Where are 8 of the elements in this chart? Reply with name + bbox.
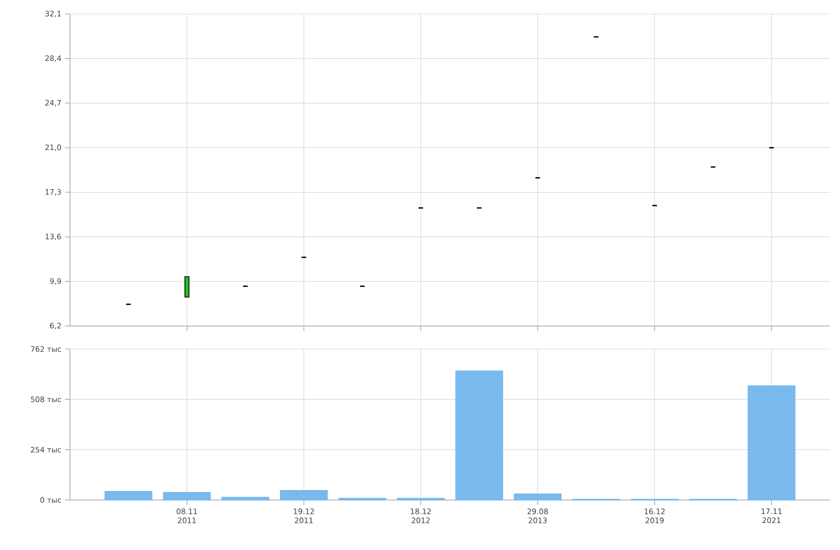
candlestick [184,276,190,298]
bar [163,492,211,500]
bar [748,385,796,500]
bar [104,490,152,500]
bar [514,494,562,500]
bar [222,496,270,500]
bar [455,370,504,500]
bar [280,490,328,500]
